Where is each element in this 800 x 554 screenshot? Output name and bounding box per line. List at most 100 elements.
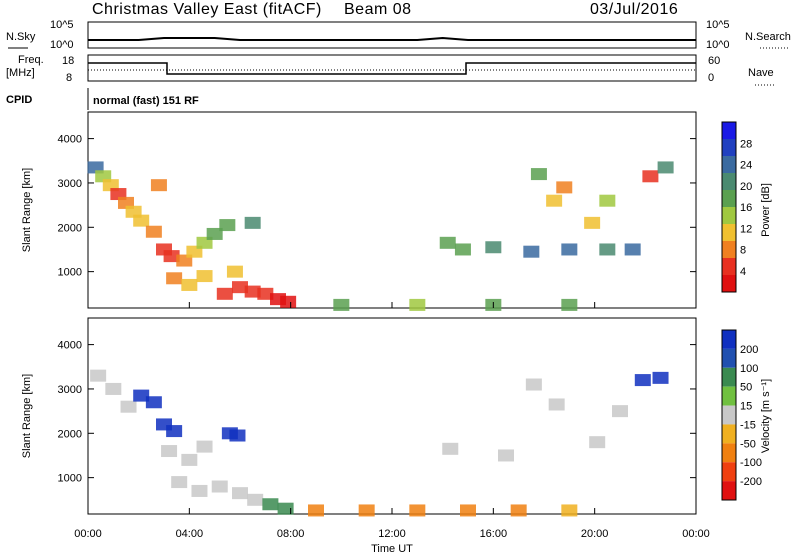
beam-title: Beam 08 (344, 1, 412, 18)
data-cell (510, 504, 527, 517)
x-tick-label: 04:00 (176, 528, 204, 540)
nsearch-label: N.Search (745, 31, 791, 43)
x-tick-label: 08:00 (277, 528, 305, 540)
y-tick-label: 1000 (58, 473, 82, 485)
data-cell (485, 241, 502, 254)
colorbar-tick-label: 24 (740, 160, 752, 172)
colorbar-swatch (722, 207, 736, 224)
nave-tick-top: 60 (708, 55, 720, 67)
colorbar-swatch (722, 405, 736, 425)
nave-tick-bottom: 0 (708, 72, 714, 84)
data-cell (561, 504, 578, 517)
data-cell (556, 181, 573, 194)
data-cell (232, 281, 248, 294)
data-cell (226, 265, 243, 278)
data-cell (133, 214, 150, 227)
data-cell (657, 161, 674, 174)
colorbar-tick-label: -100 (740, 457, 762, 469)
data-cell (105, 382, 122, 395)
velocity-yticks: 1000 2000 3000 4000 (58, 340, 696, 485)
colorbar-swatch (722, 481, 736, 500)
nsky-tick-bottom: 10^0 (50, 39, 74, 51)
nsearch-tick-bottom: 10^0 (706, 39, 730, 51)
colorbar-tick-label: -15 (740, 419, 756, 431)
data-cell (548, 398, 565, 411)
data-cell (120, 400, 137, 413)
data-cell (277, 502, 294, 515)
data-cell (216, 287, 233, 300)
nsearch-tick-top: 10^5 (706, 19, 730, 31)
data-cell (530, 168, 547, 181)
cpid-text: normal (fast) 151 RF (93, 95, 199, 107)
data-cell (612, 405, 628, 418)
data-cell (454, 243, 471, 256)
freq-tick-bottom: 8 (66, 72, 72, 84)
colorbar-swatch (722, 173, 736, 190)
data-cell (409, 298, 426, 311)
data-cell (546, 194, 563, 207)
data-cell (90, 369, 107, 382)
data-cell (145, 396, 162, 409)
data-cell (150, 179, 167, 192)
y-tick-label: 2000 (58, 428, 82, 440)
x-tick-label: 00:00 (682, 528, 710, 540)
data-cell (257, 287, 274, 300)
data-cell (161, 445, 178, 458)
data-cell (634, 374, 651, 387)
y-tick-label: 3000 (58, 384, 82, 396)
colorbar-tick-label: 15 (740, 401, 752, 413)
colorbar-swatch (722, 386, 736, 406)
data-cell (525, 378, 542, 391)
colorbar-tick-label: 16 (740, 202, 752, 214)
nsky-line (88, 36, 696, 41)
colorbar-swatch (722, 122, 736, 139)
data-cell (206, 227, 223, 240)
data-cell (219, 219, 236, 232)
colorbar-swatch (722, 190, 736, 207)
cpid-label: CPID (6, 94, 32, 106)
colorbar-frame (721, 329, 737, 501)
colorbar-tick-label: 4 (740, 266, 746, 278)
data-cell (181, 278, 198, 291)
x-tick-label: 12:00 (378, 528, 406, 540)
power-yticks: 1000 2000 3000 4000 (58, 134, 696, 279)
data-cell (333, 298, 350, 311)
velocity-scatter-cells (90, 369, 669, 517)
colorbar-tick-label: 50 (740, 382, 752, 394)
power-colorbar-label: Power [dB] (760, 183, 772, 237)
power-colorbar: 4 8 12 16 20 24 28 (721, 121, 752, 293)
data-cell (442, 442, 459, 455)
y-tick-label: 3000 (58, 178, 82, 190)
colorbar-swatch (722, 241, 736, 258)
data-cell (262, 498, 279, 511)
colorbar-swatch (722, 139, 736, 156)
date-title: 03/Jul/2016 (590, 1, 678, 18)
colorbar-tick-label: 12 (740, 223, 752, 235)
data-cell (652, 371, 669, 384)
data-cell (358, 504, 375, 517)
colorbar-swatch (722, 367, 736, 387)
data-cell (244, 216, 261, 229)
data-cell (624, 243, 641, 256)
y-tick-label: 1000 (58, 267, 82, 279)
data-cell (171, 476, 188, 489)
power-scatter-cells (87, 161, 674, 311)
data-cell (599, 243, 616, 256)
data-cell (561, 243, 578, 256)
velocity-colorbar: 200 100 50 15 -15 -50 -100 -200 (721, 329, 762, 501)
data-cell (232, 487, 248, 500)
colorbar-tick-label: 20 (740, 181, 752, 193)
data-cell (196, 440, 213, 453)
data-cell (191, 484, 208, 497)
colorbar-swatch (722, 443, 736, 463)
nsky-label: N.Sky (6, 31, 36, 43)
power-ylabel: Slant Range [km] (21, 168, 33, 252)
colorbar-swatch (722, 462, 736, 482)
colorbar-tick-label: 28 (740, 138, 752, 150)
data-cell (163, 250, 180, 263)
colorbar-swatch (722, 224, 736, 241)
x-tick-label: 00:00 (74, 528, 102, 540)
data-cell (460, 504, 476, 517)
colorbar-swatch (722, 424, 736, 444)
